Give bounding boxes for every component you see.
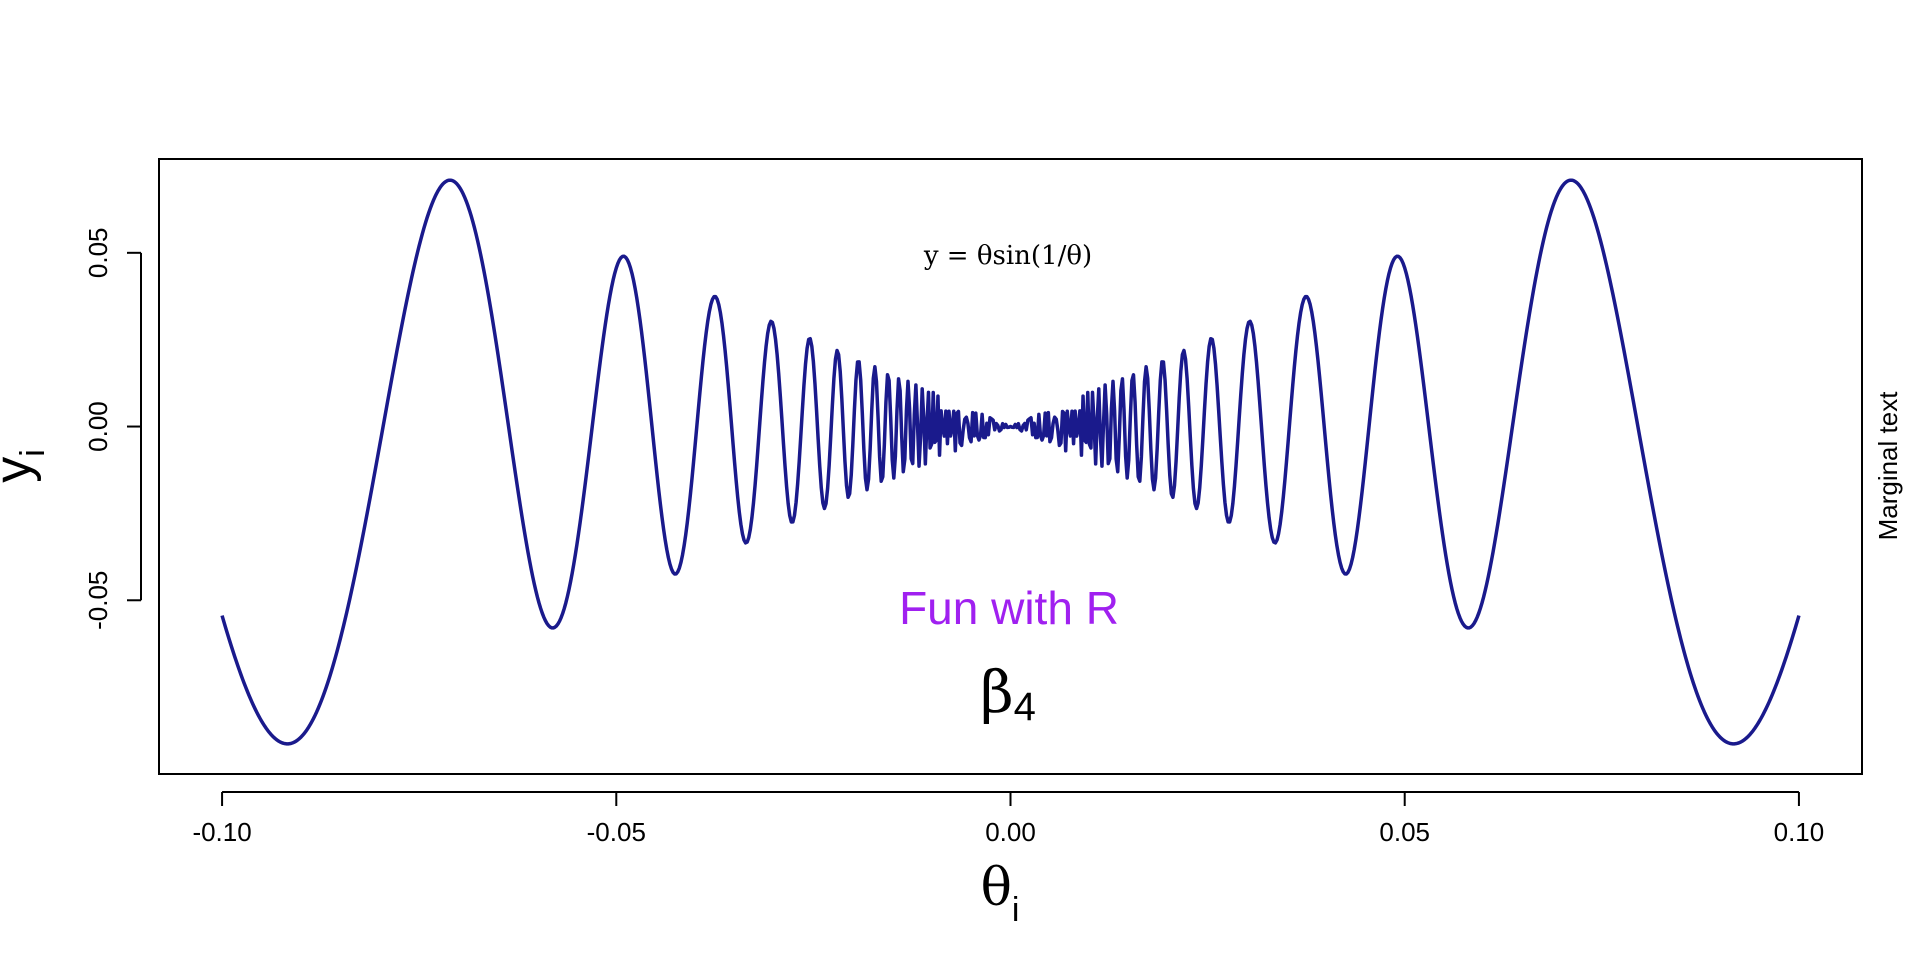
x-axis-title: θi bbox=[981, 858, 1020, 929]
x-tick-label: 0.00 bbox=[985, 817, 1036, 847]
x-tick-label: 0.10 bbox=[1774, 817, 1825, 847]
series-line bbox=[220, 178, 1801, 746]
x-tick-label: -0.05 bbox=[587, 817, 646, 847]
y-axis: -0.05 0.00 0.05 bbox=[83, 228, 142, 630]
x-tick-label: -0.10 bbox=[192, 817, 251, 847]
y-axis-title: yi bbox=[0, 449, 52, 483]
beta-annotation: β4 bbox=[980, 658, 1036, 729]
x-tick-label: 0.05 bbox=[1379, 817, 1430, 847]
y-tick-label: 0.00 bbox=[83, 401, 113, 452]
plot-frame bbox=[158, 158, 1863, 775]
y-tick-label: -0.05 bbox=[83, 571, 113, 630]
y-tick-label: 0.05 bbox=[83, 228, 113, 279]
formula-annotation: y = θsin(1/θ) bbox=[923, 241, 1092, 271]
fun-with-r-text: Fun with R bbox=[899, 582, 1119, 634]
marginal-text: Marginal text bbox=[1873, 391, 1903, 541]
x-axis: -0.10 -0.05 0.00 0.05 0.10 bbox=[192, 791, 1825, 847]
